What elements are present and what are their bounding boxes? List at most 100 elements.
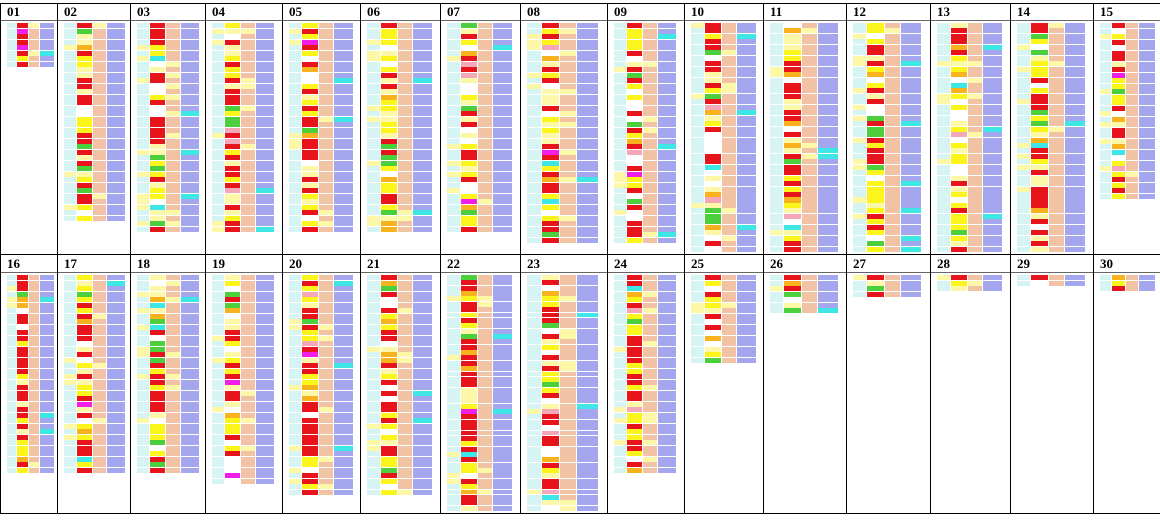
heatmap-cell [212,204,224,210]
heatmap-cell [542,23,559,29]
heatmap-cell [256,116,274,122]
panel-label: 14 [1017,4,1030,19]
heatmap-cell [722,357,736,363]
heatmap-cell [93,204,106,210]
heatmap-cell [289,94,301,100]
heatmap-cell [770,104,783,110]
heatmap-cell [560,301,576,307]
heatmap-cell [447,188,460,194]
heatmap-cell [818,28,838,34]
heatmap-cell [527,193,541,199]
panel-label: 12 [853,4,866,19]
heatmap-cell [614,462,626,468]
heatmap-cell [818,66,838,72]
heatmap-cell [181,67,199,73]
heatmap-cell [722,192,736,198]
heatmap-cell [867,44,884,50]
heatmap-cell [478,419,492,425]
heatmap-cell [937,126,950,132]
heatmap-cell [413,127,432,133]
heatmap-cell [885,148,900,154]
heatmap-cell [381,313,397,319]
heatmap-cell [542,144,559,150]
panel-15: 15 [1093,3,1160,254]
heatmap-cell [577,232,598,238]
heatmap-cell [1049,164,1064,170]
heatmap-cell [983,181,1002,187]
heatmap-cell [381,335,397,341]
heatmap-cell [302,473,318,479]
heatmap-cell [225,177,240,183]
heatmap-cell [241,56,255,62]
heatmap-cell [107,379,125,385]
heatmap-cell [289,39,301,45]
heatmap-cell [1100,149,1111,155]
heatmap-cell [241,188,255,194]
heatmap-cell [29,401,39,407]
heatmap-cell [137,127,149,133]
heatmap-cell [137,462,149,468]
heatmap-cell [885,164,900,170]
heatmap-cell [493,494,512,500]
heatmap-cell [29,56,39,62]
heatmap-cell [381,357,397,363]
heatmap-cell [885,28,900,34]
heatmap-cell [705,93,721,99]
heatmap-cell [853,23,866,29]
heatmap-cell [1139,171,1155,177]
strip-column [853,275,866,297]
panel-label: 18 [137,256,150,271]
heatmap-cell [166,78,180,84]
heatmap-cell [413,50,432,56]
heatmap-cell [937,104,950,110]
heatmap-cell [93,368,106,374]
heatmap-cell [577,23,598,29]
heatmap-cell [302,440,318,446]
heatmap-cell [241,83,255,89]
heatmap-cell [1065,230,1085,236]
heatmap-cell [770,164,783,170]
heatmap-cell [1139,105,1155,111]
heatmap-cell [413,473,432,479]
heatmap-cell [643,133,657,139]
heatmap-cell [77,83,92,89]
heatmap-cell [212,341,224,347]
heatmap-cell [1126,280,1138,286]
heatmap-cell [493,307,512,313]
heatmap-cell [493,100,512,106]
heatmap-cell [212,319,224,325]
heatmap-cell [334,166,353,172]
heatmap-cell [447,360,460,366]
heatmap-cell [627,418,642,424]
heatmap-cell [577,61,598,67]
heatmap-cell [447,226,460,232]
heatmap-cell [289,467,301,473]
heatmap-cell [367,379,380,385]
panel-label: 02 [64,4,77,19]
heatmap-cell [1049,104,1064,110]
heatmap-cell [737,66,756,72]
heatmap-cell [818,82,838,89]
heatmap-cell [577,105,598,111]
heatmap-cell [867,241,884,247]
heatmap-cell [334,302,353,308]
heatmap-cell [542,376,559,382]
heatmap-cell [705,23,721,29]
heatmap-cell [334,50,353,56]
heatmap-cell [150,160,165,166]
strip-column [1126,275,1138,292]
heatmap-cell [17,374,28,380]
heatmap-cell [241,456,255,462]
heatmap-cell [256,149,274,155]
heatmap-cell [212,122,224,128]
heatmap-cell [1031,66,1048,72]
heatmap-cell [413,335,432,341]
heatmap-cell [691,115,704,121]
heatmap-cell [212,193,224,199]
heatmap-cell [150,171,165,177]
heatmap-cell [658,291,676,297]
heatmap-cell [478,67,492,73]
heatmap-cell [398,34,412,40]
heatmap-cell [627,155,642,161]
heatmap-cell [40,50,54,56]
